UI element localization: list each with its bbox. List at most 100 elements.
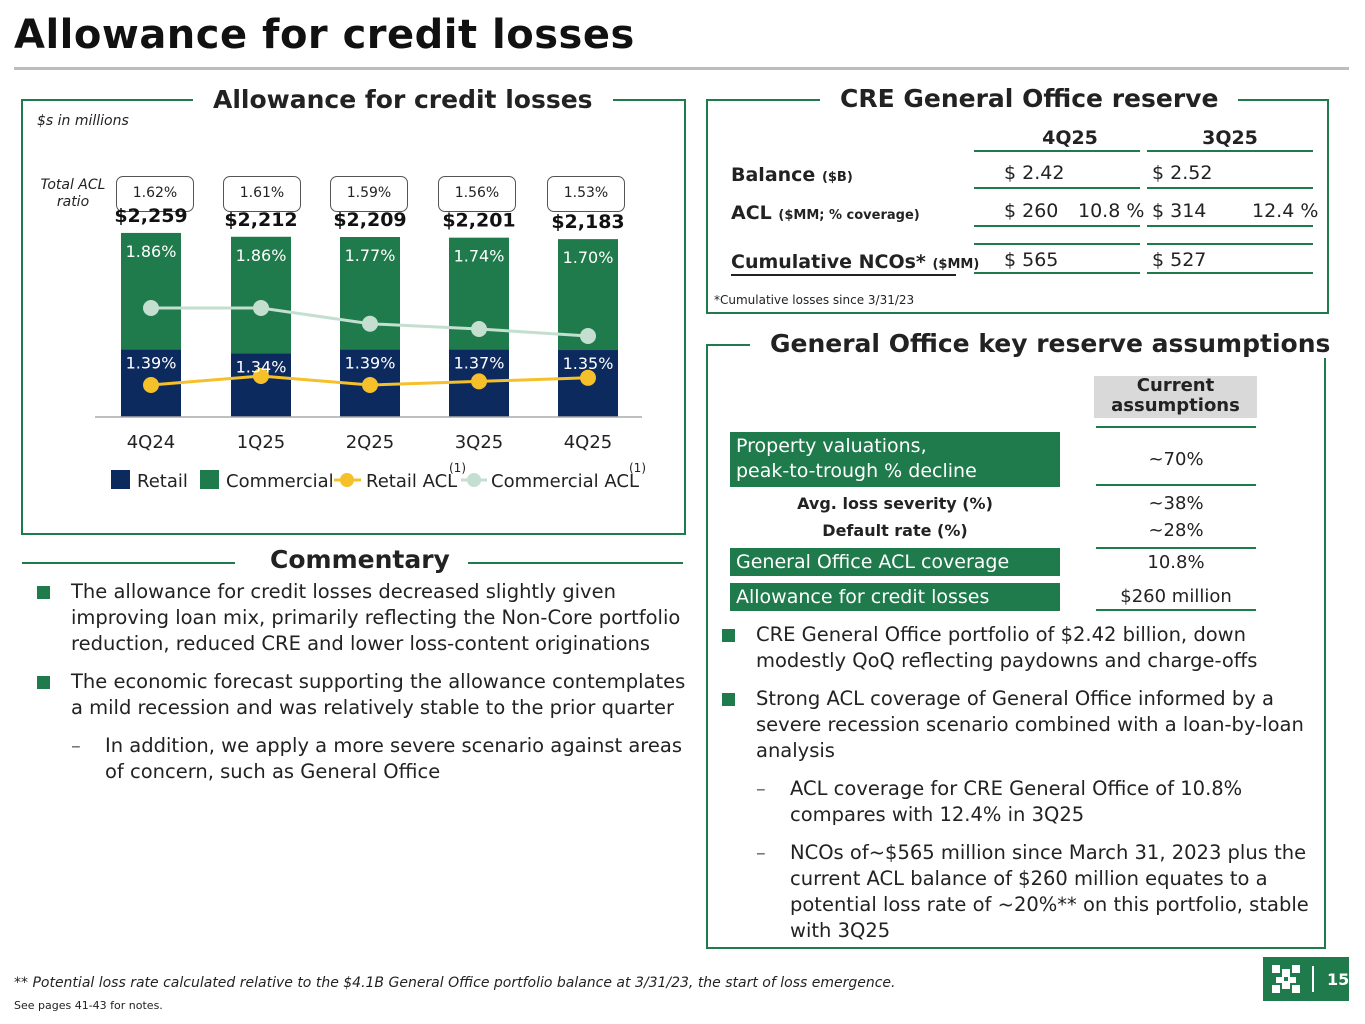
x-tick-label: 2Q25 [346,432,395,453]
assumptions-bullets: CRE General Office portfolio of $2.42 bi… [722,622,1312,956]
acl-coverage-label: General Office ACL coverage [730,548,1060,576]
cre-rule [1147,150,1313,152]
commercial-rate-label: 1.77% [345,246,396,265]
legend-label-retail: Retail [137,471,188,492]
assumptions-rule [1096,484,1256,486]
x-tick-label: 3Q25 [455,432,504,453]
cre-row-label: Balance ($B) [731,164,853,186]
acl-coverage-value: 10.8% [1147,552,1205,573]
commercial-rate-label: 1.86% [126,242,177,261]
cre-rule [1147,225,1313,227]
legend-note-retail-acl: (1) [449,461,466,475]
bar-total-label: $2,201 [442,210,515,232]
dash-icon: – [756,841,766,864]
assumptions-rule [1096,547,1256,549]
retail-rate-label: 1.37% [454,353,505,372]
cre-footnote: *Cumulative losses since 3/31/23 [714,293,915,307]
cre-label-underline [731,274,956,276]
commercial-acl-point [471,321,487,337]
acl-ratio-box: 1.61% [223,176,301,212]
cre-value: 12.4 % [1252,200,1319,222]
legend-label-commercial-acl: Commercial ACL [491,471,639,492]
cre-value: $ 2.42 [1004,162,1065,184]
cre-value: $ 314 [1152,200,1207,222]
bar-total-label: $2,183 [551,211,624,233]
legend-swatch-retail [111,470,130,489]
cre-rule [974,225,1140,227]
retail-acl-point [471,373,487,390]
default-rate-value: ~28% [1148,520,1204,541]
commentary-title: Commentary [270,545,450,574]
acl-ratio-box: 1.59% [330,176,408,212]
commentary-rule-left [22,562,235,564]
cre-row-label: Cumulative NCOs* ($MM) [731,251,980,273]
bank-logo-icon [1272,965,1314,993]
commentary-bullet: The allowance for credit losses decrease… [37,579,697,657]
bullet-square-icon [37,586,50,599]
retail-rate-label: 1.39% [345,353,396,372]
x-tick-label: 4Q25 [564,432,613,453]
bar-total-label: $2,259 [114,205,187,227]
assumptions-subbullet: – ACL coverage for CRE General Office of … [756,777,1243,826]
cre-value: $ 565 [1004,249,1059,271]
cre-rule [974,150,1140,152]
commentary-rule-right [468,562,683,564]
legend-note-commercial-acl: (1) [629,461,646,475]
x-tick-label: 4Q24 [127,432,176,453]
commercial-acl-point [362,315,378,332]
commercial-acl-point [253,300,269,316]
legend-label-retail-acl: Retail ACL [366,471,457,492]
current-assumptions-header: Current assumptions [1094,376,1257,418]
dash-icon: – [71,734,81,757]
assumptions-bullet: Strong ACL coverage of General Office in… [722,686,1312,764]
bar-retail [231,353,291,417]
retail-rate-label: 1.39% [126,353,177,372]
logo-badge [1263,957,1349,1001]
bar-total-label: $2,209 [333,209,406,231]
cre-rule [1147,187,1313,189]
title-divider [14,67,1349,70]
bullet-square-icon [722,693,735,706]
loss-severity-label: Avg. loss severity (%) [797,494,993,513]
dash-icon: – [756,777,766,800]
legend-marker-retail-acl [340,473,354,487]
acl-ratio-box: 1.53% [547,176,625,212]
retail-acl-point [143,377,159,393]
commercial-acl-point [580,328,596,344]
commercial-rate-label: 1.74% [454,247,505,266]
legend-marker-commercial-acl [467,473,481,487]
cre-rule [974,243,1140,245]
bullet-square-icon [37,676,50,689]
acl-ratio-box: 1.56% [438,176,516,212]
bar-commercial [231,236,291,354]
assumptions-rule [1096,609,1256,611]
bar-total-label: $2,212 [224,209,297,231]
total-acl-ratio-label: Total ACL ratio [40,177,106,210]
bullet-square-icon [722,629,735,642]
legend-label-commercial: Commercial [226,471,334,492]
assumptions-rule [1096,426,1256,428]
cre-row-label: ACL ($MM; % coverage) [731,202,920,224]
retail-acl-point [362,377,378,393]
x-tick-label: 1Q25 [237,432,286,453]
cre-value: $ 2.52 [1152,162,1213,184]
commentary-bullet: The economic forecast supporting the all… [37,669,697,721]
retail-acl-point [580,369,596,386]
cre-rule [1147,272,1313,274]
property-valuations-value: ~70% [1148,449,1204,470]
loss-severity-value: ~38% [1148,493,1204,514]
allowance-label: Allowance for credit losses [730,583,1060,611]
commercial-rate-label: 1.86% [236,246,287,265]
units-label: $s in millions [37,113,129,129]
acl-ratio-box: 1.62% [116,176,194,212]
cre-panel-title: CRE General Office reserve [820,84,1239,113]
retail-rate-label: 1.35% [563,354,614,373]
assumptions-bullet: CRE General Office portfolio of $2.42 bi… [722,622,1312,674]
cre-col-header-4q25: 4Q25 [1042,127,1098,149]
footnote: ** Potential loss rate calculated relati… [14,975,896,991]
assumptions-panel-title: General Office key reserve assumptions [750,329,1351,358]
commercial-rate-label: 1.70% [563,248,614,267]
commentary-bullets: The allowance for credit losses decrease… [37,579,697,797]
cre-rule [974,272,1140,274]
bar-commercial [121,232,181,350]
